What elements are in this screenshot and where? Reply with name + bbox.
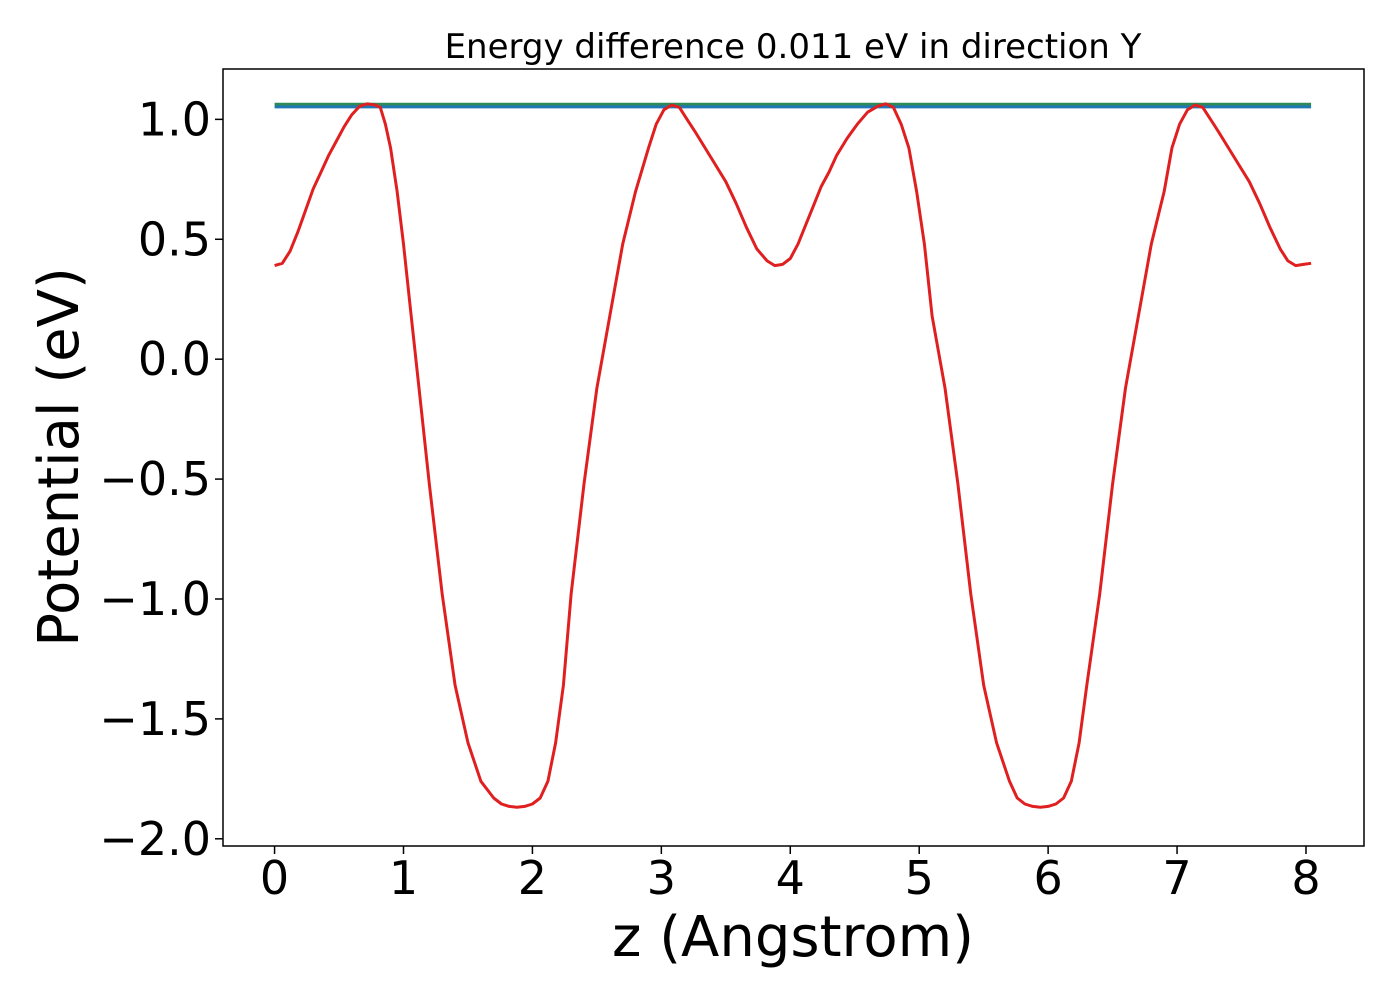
x-axis-ticks: 0 1 2 3 4 5 6 7 8 [260, 846, 1321, 905]
y-axis-title: Potential (eV) [27, 267, 92, 647]
plot-series [274, 102, 1312, 809]
x-tick-label: 2 [518, 851, 547, 905]
chart-title: Energy difference 0.011 eV in direction … [445, 27, 1142, 67]
y-tick-label: 1.0 [138, 92, 211, 146]
y-tick-label: −2.0 [99, 812, 211, 866]
y-tick-label: −0.5 [99, 452, 211, 506]
y-tick-label: −1.5 [99, 692, 211, 746]
x-axis-title: z (Angstrom) [612, 905, 974, 970]
x-tick-label: 5 [905, 851, 934, 905]
y-tick-label: −1.0 [99, 572, 211, 626]
y-tick-label: 0.0 [138, 332, 211, 386]
x-tick-label: 4 [776, 851, 805, 905]
x-tick-label: 3 [647, 851, 676, 905]
y-axis-ticks: 1.0 0.5 0.0 −0.5 −1.0 −1.5 −2.0 [99, 92, 223, 866]
y-tick-label: 0.5 [138, 212, 211, 266]
x-tick-label: 0 [260, 851, 289, 905]
x-tick-label: 6 [1033, 851, 1062, 905]
x-tick-label: 1 [389, 851, 418, 905]
x-tick-label: 8 [1291, 851, 1320, 905]
series-line-3 [274, 102, 1312, 809]
plot-frame [222, 68, 1365, 847]
x-tick-label: 7 [1162, 851, 1191, 905]
